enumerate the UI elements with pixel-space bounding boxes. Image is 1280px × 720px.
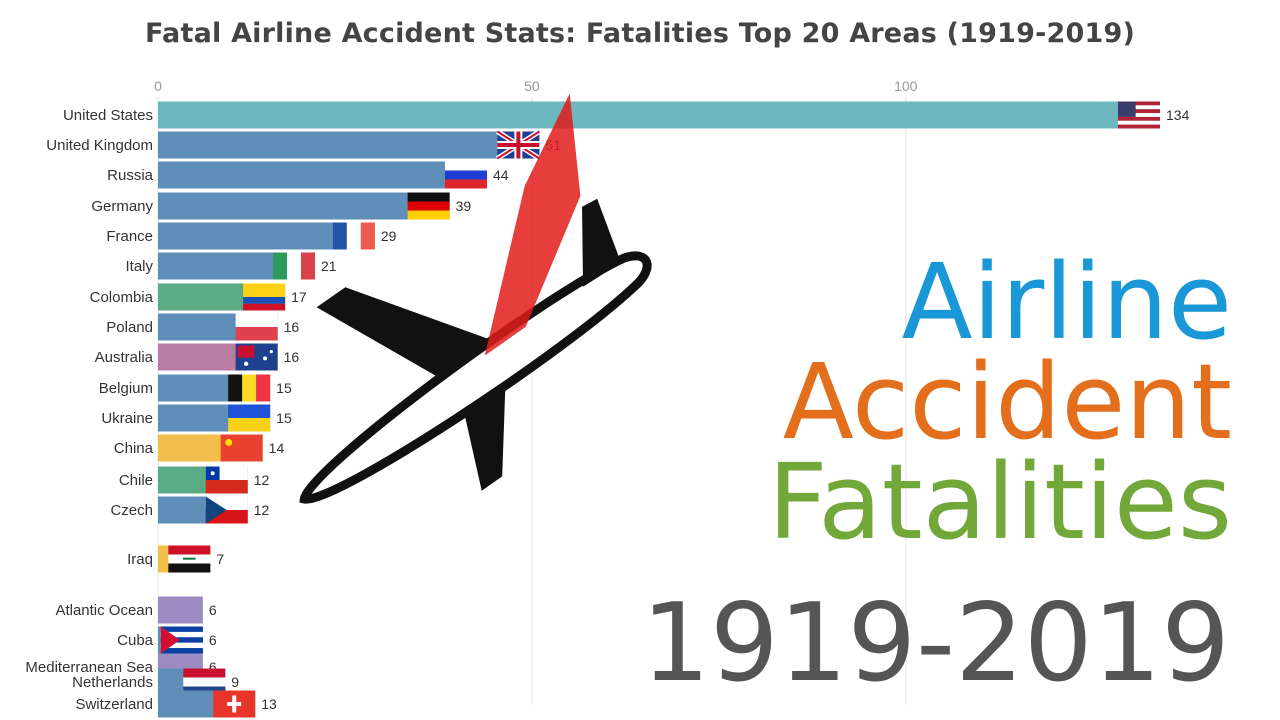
category-label: Poland (106, 319, 153, 336)
value-label: 6 (209, 659, 217, 675)
x-tick-label: 50 (524, 78, 540, 94)
category-label: Australia (95, 349, 154, 366)
chart-title: Fatal Airline Accident Stats: Fatalities… (145, 18, 1135, 49)
bar-group: France 29 (106, 222, 397, 250)
cn-flag-icon (220, 434, 263, 462)
pl-flag-icon (235, 313, 278, 341)
value-label: 14 (269, 440, 285, 456)
category-label: Chile (119, 472, 153, 489)
category-label: Italy (125, 258, 153, 275)
it-flag-icon (273, 252, 316, 280)
bar (158, 161, 488, 189)
x-tick-label: 100 (894, 78, 918, 94)
value-label: 6 (209, 632, 217, 648)
category-label: Netherlands (72, 674, 153, 691)
category-label: United Kingdom (46, 137, 153, 154)
value-label: 16 (284, 349, 300, 365)
bar-group: Australia 16 (95, 343, 300, 371)
category-label: Ukraine (101, 410, 153, 427)
co-flag-icon (243, 283, 286, 311)
ch-flag-icon (213, 690, 256, 718)
iq-flag-icon (168, 545, 211, 573)
value-label: 9 (231, 674, 239, 690)
value-label: 16 (284, 319, 300, 335)
category-label: Belgium (99, 380, 153, 397)
category-label: Colombia (90, 289, 154, 306)
value-label: 12 (254, 472, 270, 488)
bar-group: Atlantic Ocean 6 (55, 596, 217, 624)
ua-flag-icon (228, 404, 271, 432)
value-label: 29 (381, 228, 397, 244)
category-label: Germany (91, 198, 153, 215)
category-label: France (106, 228, 153, 245)
bar-group: Italy 21 (125, 252, 337, 280)
value-label: 134 (1166, 107, 1190, 123)
value-label: 39 (456, 198, 472, 214)
category-label: Switzerland (75, 696, 153, 713)
value-label: 7 (216, 551, 224, 567)
x-tick-label: 0 (154, 78, 162, 94)
category-label: Cuba (117, 632, 154, 649)
de-flag-icon (407, 192, 450, 220)
bar-group: United Kingdom51 (46, 129, 561, 161)
cu-flag-icon (160, 626, 203, 654)
value-label: 6 (209, 602, 217, 618)
overlay-word-fatalities: Fatalities (767, 441, 1232, 563)
category-label: Mediterranean Sea (25, 659, 153, 676)
value-label: 12 (254, 502, 270, 518)
value-label: 15 (276, 380, 292, 396)
overlay-word-airline: Airline (901, 241, 1232, 363)
us-flag-icon (1118, 101, 1160, 129)
bar (158, 131, 540, 159)
bar-group: Colombia 17 (90, 283, 307, 311)
category-label: United States (63, 107, 153, 124)
value-label: 21 (321, 258, 337, 274)
value-label: 44 (493, 167, 509, 183)
bar (158, 101, 1160, 129)
value-label: 15 (276, 410, 292, 426)
bar-group: Germany 39 (91, 192, 472, 220)
category-label: Russia (107, 167, 154, 184)
be-flag-icon (228, 374, 271, 402)
category-label: Czech (110, 502, 153, 519)
category-label: China (114, 440, 154, 457)
bar-group: Chile 12 (119, 466, 270, 494)
bar-group: Belgium 15 (99, 374, 292, 402)
bar-group: Switzerland 13 (75, 690, 277, 718)
category-label: Atlantic Ocean (55, 602, 153, 619)
au-flag-icon (235, 343, 278, 371)
ru-flag-icon (445, 161, 488, 189)
bar-group: Ukraine 15 (101, 404, 292, 432)
bar-group: Poland 16 (106, 313, 300, 341)
bar-group: Cuba 6 (117, 626, 217, 654)
overlay-word-accident: Accident (782, 341, 1232, 463)
fr-flag-icon (332, 222, 375, 250)
bar (158, 192, 450, 220)
overlay-years: 1919-2019 (641, 581, 1230, 706)
bar-group: Iraq 7 (127, 545, 224, 573)
bar (158, 596, 203, 624)
cz-flag-icon (205, 496, 248, 524)
bar-group: United States 134 (63, 101, 1190, 129)
value-label: 13 (261, 696, 277, 712)
bar-group: China 14 (114, 434, 285, 462)
uk-flag-icon (496, 129, 541, 161)
airplane-illustration (299, 93, 652, 504)
category-label: Iraq (127, 551, 153, 568)
cl-flag-icon (205, 466, 248, 494)
bar-group: Russia 44 (107, 161, 509, 189)
value-label: 17 (291, 289, 307, 305)
bar-group: Czech 12 (110, 496, 270, 524)
